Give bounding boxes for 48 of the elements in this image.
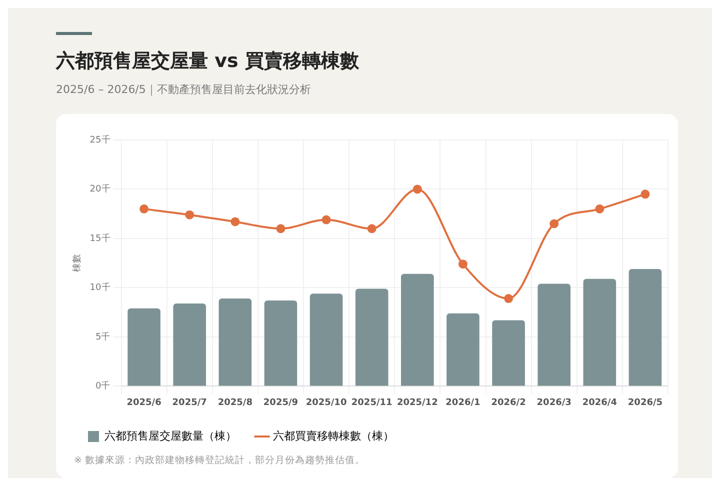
- x-tick-label: 2025/12: [396, 398, 438, 408]
- point: [367, 224, 376, 234]
- point: [550, 219, 559, 228]
- x-tick-label: 2026/5: [628, 398, 663, 408]
- bar: [628, 269, 662, 386]
- x-tick-label: 2025/10: [306, 398, 347, 408]
- point: [640, 190, 650, 199]
- text: ※ 數據來源：內政部建物移轉登記統計，部分月份為趨勢推估值。: [74, 454, 365, 467]
- point: [504, 294, 514, 304]
- bar: [355, 288, 388, 386]
- bar: [173, 303, 206, 386]
- point: [322, 215, 331, 224]
- x-tick-label: 2026/1: [446, 398, 480, 408]
- bar: [401, 274, 434, 386]
- bar: [128, 308, 160, 386]
- point: [595, 204, 604, 214]
- y-tick-label: 20千: [90, 184, 110, 195]
- x-tick-label: 2026/2: [491, 398, 526, 408]
- x-tick-label: 2025/7: [172, 398, 207, 408]
- y-tick-label: 15千: [90, 232, 110, 244]
- point: [276, 224, 286, 234]
- x-tick-label: 2025/8: [218, 398, 252, 408]
- bar: [583, 278, 616, 386]
- x-tick-label: 2025/9: [263, 398, 298, 408]
- x-tick-label: 2026/4: [582, 398, 617, 408]
- y-tick-label: 0千: [96, 380, 110, 392]
- chart-subtitle: 2025/6 – 2026/5｜不動產預售屋目前去化狀況分析: [56, 82, 311, 97]
- x-tick-label: 2025/6: [126, 398, 162, 408]
- bar: [218, 298, 252, 386]
- y-tick-label: 5千: [96, 331, 110, 342]
- point: [458, 260, 468, 269]
- y-tick-label: 25千: [90, 134, 110, 146]
- y-axis-title: 棟數: [72, 254, 83, 272]
- chart-title: 六都預售屋交屋量 vs 買賣移轉棟數: [56, 49, 359, 74]
- y-tick-label: 10千: [90, 282, 110, 294]
- point: [412, 184, 422, 194]
- bar: [264, 300, 298, 386]
- point: [230, 217, 240, 226]
- point: [140, 204, 149, 214]
- bar: [446, 313, 480, 386]
- legend-label: 六都買賣移轉棟數（棟）: [273, 429, 394, 442]
- bar: [310, 294, 343, 386]
- bar: [538, 284, 570, 386]
- bar: [492, 320, 525, 386]
- point: [185, 210, 194, 220]
- legend-label: 六都預售屋交屋數量（棟）: [104, 429, 236, 442]
- x-tick-label: 2025/11: [351, 398, 392, 408]
- x-tick-label: 2026/3: [536, 398, 572, 408]
